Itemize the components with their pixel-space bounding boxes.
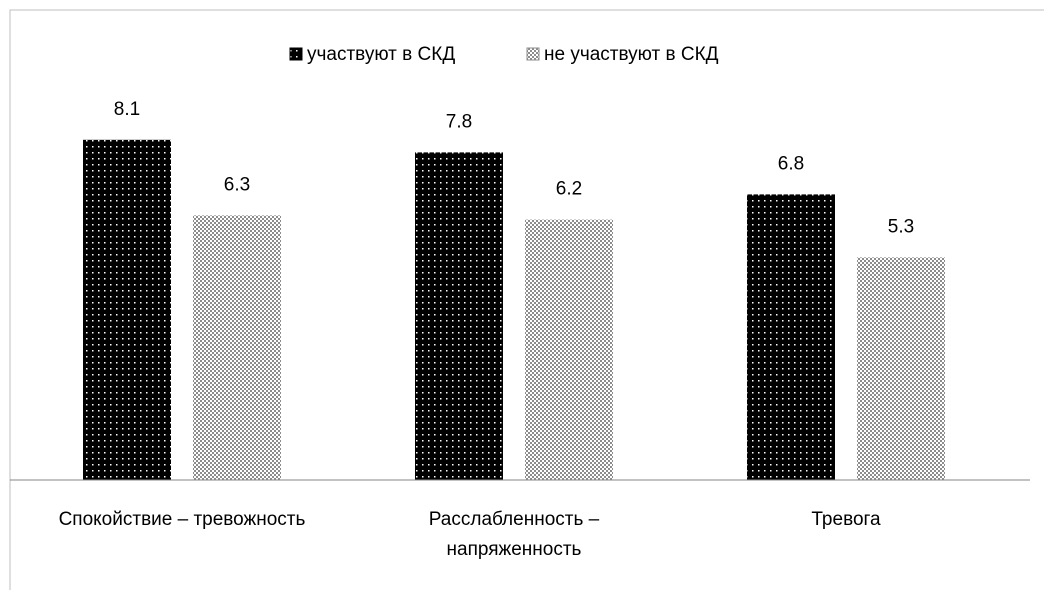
bar (525, 219, 613, 480)
bar (857, 257, 945, 480)
x-tick-label: Спокойствие – тревожность (58, 509, 306, 530)
legend-label: не участвуют в СКД (544, 44, 719, 65)
data-label: 8.1 (114, 99, 140, 120)
chart-frame (9, 9, 1044, 590)
data-label: 6.2 (556, 179, 582, 200)
legend-label: участвуют в СКД (307, 44, 455, 65)
data-label: 6.8 (778, 153, 804, 174)
bar (193, 215, 281, 480)
bar (415, 152, 503, 480)
data-label: 5.3 (888, 216, 914, 237)
legend-swatch (289, 47, 303, 61)
data-label: 7.8 (446, 111, 472, 132)
x-tick-label: Тревога (811, 509, 881, 530)
legend-swatch (526, 47, 540, 61)
data-label: 6.3 (224, 174, 250, 195)
bar (747, 194, 835, 480)
x-tick-label: Расслабленность – напряженность (428, 509, 600, 560)
bar (83, 139, 171, 481)
